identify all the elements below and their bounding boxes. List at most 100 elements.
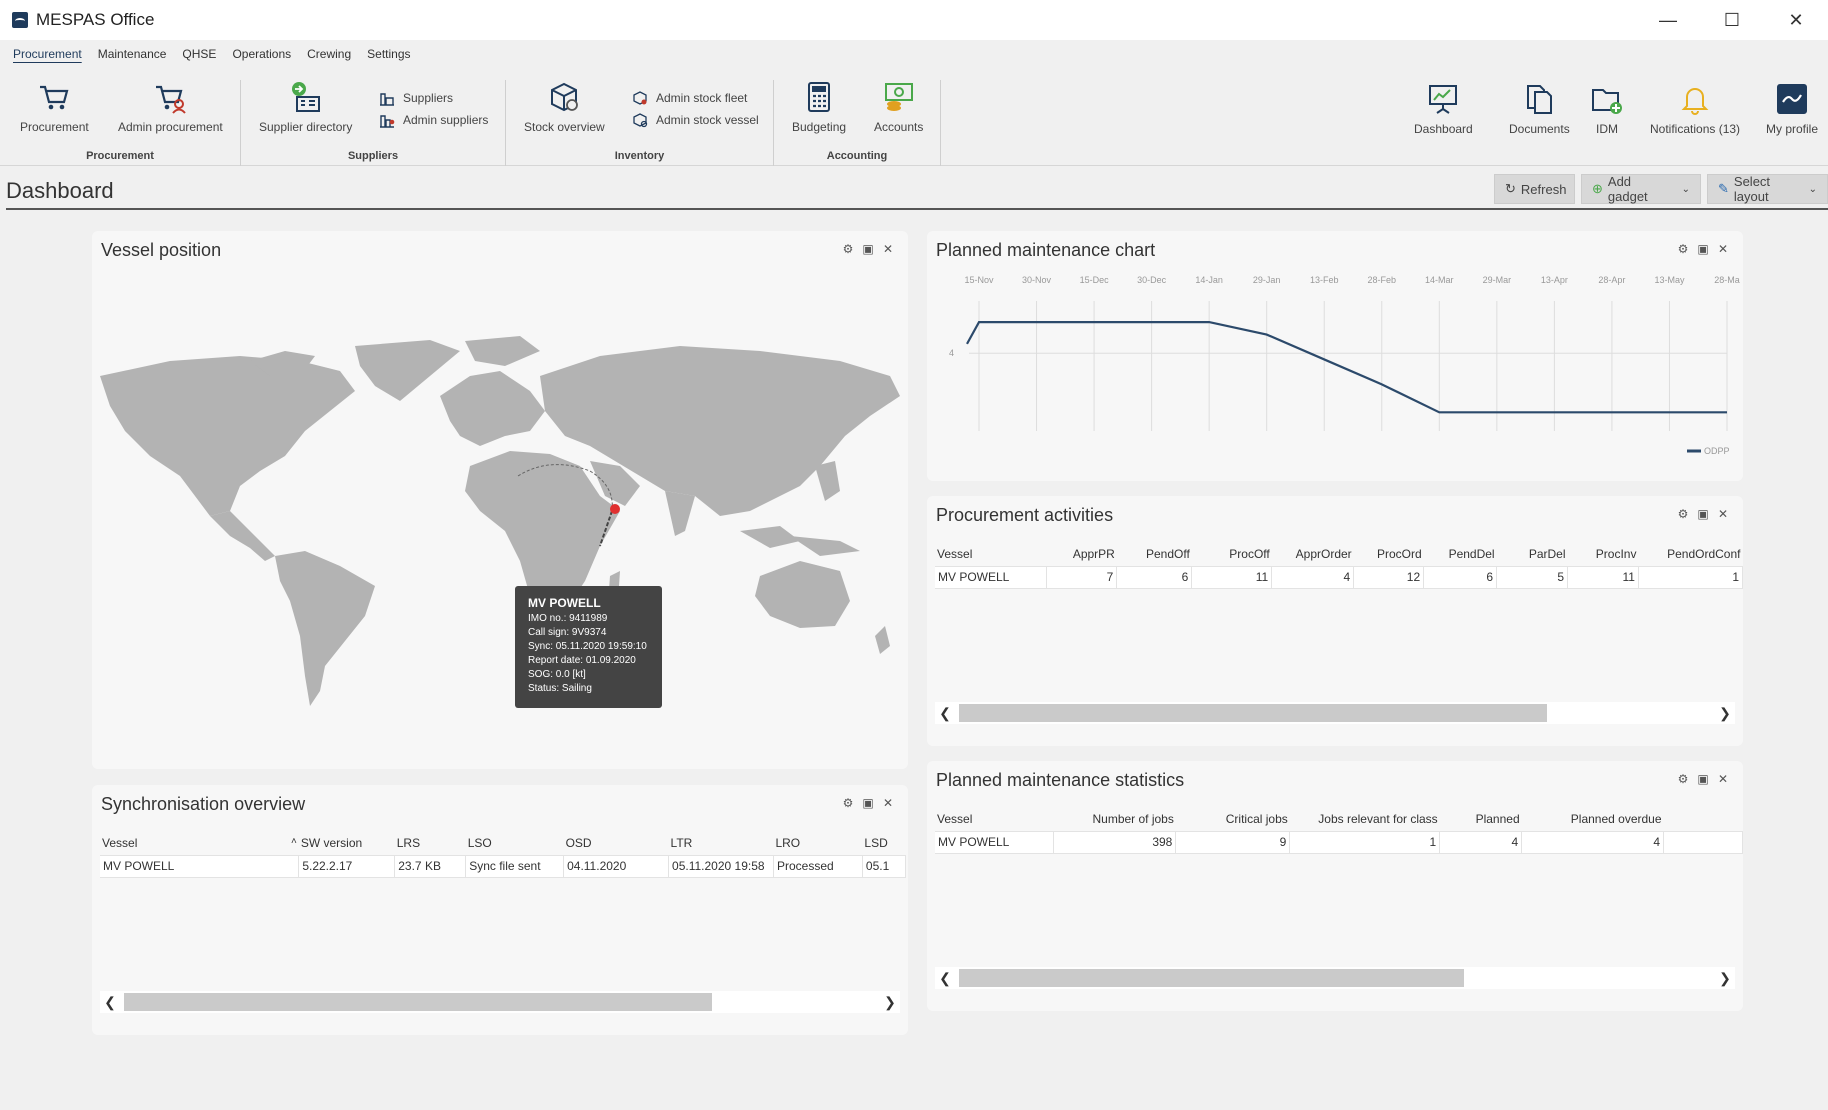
- gear-icon[interactable]: ⚙: [842, 242, 854, 256]
- close-icon[interactable]: ✕: [882, 242, 894, 256]
- procurement-table: Vessel ApprPR PendOff ProcOff ApprOrder …: [935, 542, 1744, 589]
- budgeting-button[interactable]: Budgeting: [792, 80, 846, 134]
- admin-procurement-button[interactable]: Admin procurement: [118, 80, 223, 134]
- admin-stock-fleet-button[interactable]: Admin stock fleet: [632, 90, 747, 106]
- title-bar: MESPAS Office — ☐ ✕: [0, 0, 1828, 40]
- admin-stock-vessel-button[interactable]: Admin stock vessel: [632, 112, 759, 128]
- close-icon[interactable]: ✕: [882, 796, 894, 810]
- column-header[interactable]: Vessel ˄: [102, 835, 297, 850]
- maximize-icon[interactable]: ▣: [862, 242, 874, 256]
- procurement-activities-gadget: Procurement activities ⚙ ▣ ✕ Vessel Appr…: [927, 496, 1744, 746]
- column-header[interactable]: Planned overdue: [1570, 811, 1662, 826]
- table-row[interactable]: MV POWELL 7 6 11 4 12 6 5 11 1: [935, 565, 1744, 589]
- refresh-button[interactable]: ↻ Refresh: [1494, 174, 1575, 204]
- tab-settings[interactable]: Settings: [367, 47, 411, 61]
- column-header[interactable]: ProcOff: [1229, 546, 1270, 561]
- column-header[interactable]: ParDel: [1528, 546, 1566, 561]
- scroll-left-icon[interactable]: ❮: [939, 704, 951, 721]
- column-header[interactable]: LTR: [670, 835, 693, 850]
- column-header[interactable]: ProcInv: [1595, 546, 1637, 561]
- minimize-button[interactable]: —: [1659, 9, 1677, 30]
- x-tick-label: 13-Apr: [1541, 275, 1568, 285]
- dashboard-button[interactable]: Dashboard: [1414, 82, 1473, 136]
- gear-icon[interactable]: ⚙: [1677, 242, 1689, 256]
- close-icon[interactable]: ✕: [1717, 242, 1729, 256]
- maximize-icon[interactable]: ▣: [1697, 772, 1709, 786]
- horizontal-scrollbar[interactable]: ❮ ❯: [935, 967, 1735, 989]
- tab-operations[interactable]: Operations: [232, 47, 292, 61]
- documents-button[interactable]: Documents: [1509, 82, 1570, 136]
- column-header[interactable]: LRO: [775, 835, 801, 850]
- close-icon[interactable]: ✕: [1717, 507, 1729, 521]
- scroll-right-icon[interactable]: ❯: [1719, 969, 1731, 986]
- close-window-button[interactable]: ✕: [1788, 9, 1804, 30]
- maximize-icon[interactable]: ▣: [862, 796, 874, 810]
- scroll-thumb[interactable]: [124, 993, 712, 1011]
- select-layout-button[interactable]: ✎ Select layout ⌄: [1707, 174, 1828, 204]
- table-row[interactable]: MV POWELL 398 9 1 4 4: [935, 830, 1743, 854]
- world-map[interactable]: [100, 336, 900, 716]
- scroll-left-icon[interactable]: ❮: [939, 969, 951, 986]
- scroll-right-icon[interactable]: ❯: [884, 993, 896, 1010]
- column-header[interactable]: LSD: [864, 835, 888, 850]
- column-header[interactable]: SW version: [300, 835, 363, 850]
- sync-overview-gadget: Synchronisation overview ⚙ ▣ ✕ Vessel ˄ S…: [92, 785, 908, 1035]
- my-profile-button[interactable]: My profile: [1766, 82, 1818, 136]
- ribbon: Procurement Admin procurement Procuremen…: [0, 68, 1828, 166]
- procurement-button[interactable]: Procurement: [20, 80, 89, 134]
- gear-icon[interactable]: ⚙: [1677, 507, 1689, 521]
- scroll-right-icon[interactable]: ❯: [1719, 704, 1731, 721]
- column-header[interactable]: ProcOrd: [1376, 546, 1422, 561]
- ribbon-group-procurement: Procurement Admin procurement Procuremen…: [0, 80, 241, 166]
- column-header[interactable]: PendOff: [1145, 546, 1190, 561]
- tab-crewing[interactable]: Crewing: [307, 47, 352, 61]
- table-row[interactable]: MV POWELL 5.22.2.17 23.7 KB Sync file se…: [100, 854, 907, 878]
- accounts-button[interactable]: Accounts: [874, 80, 923, 134]
- horizontal-scrollbar[interactable]: ❮ ❯: [100, 991, 900, 1013]
- scroll-thumb[interactable]: [959, 969, 1464, 987]
- title-divider: [6, 208, 1828, 210]
- column-header[interactable]: PendOrdConf: [1667, 546, 1741, 561]
- ribbon-group-inventory: Stock overview Admin stock fleet Admin s…: [506, 80, 774, 166]
- column-header[interactable]: LRS: [396, 835, 421, 850]
- idm-button[interactable]: IDM: [1590, 82, 1624, 136]
- column-header[interactable]: Planned: [1475, 811, 1520, 826]
- scroll-thumb[interactable]: [959, 704, 1547, 722]
- column-header[interactable]: Jobs relevant for class: [1318, 811, 1438, 826]
- close-icon[interactable]: ✕: [1717, 772, 1729, 786]
- column-header[interactable]: ApprOrder: [1295, 546, 1352, 561]
- add-gadget-button[interactable]: ⊕ Add gadget ⌄: [1581, 174, 1701, 204]
- column-header[interactable]: Vessel: [937, 546, 973, 561]
- column-header[interactable]: Critical jobs: [1225, 811, 1288, 826]
- x-tick-label: 29-Mar: [1483, 275, 1512, 285]
- maximize-icon[interactable]: ▣: [1697, 242, 1709, 256]
- notifications-button[interactable]: Notifications (13): [1650, 82, 1740, 136]
- column-header[interactable]: PendDel: [1448, 546, 1495, 561]
- x-tick-label: 28-Feb: [1368, 275, 1397, 285]
- pm-statistics-table: Vessel Number of jobs Critical jobs Jobs…: [935, 807, 1743, 854]
- x-tick-label: 15-Dec: [1080, 275, 1110, 285]
- scroll-left-icon[interactable]: ❮: [104, 993, 116, 1010]
- column-header[interactable]: LSO: [467, 835, 492, 850]
- x-tick-label: 15-Nov: [964, 275, 994, 285]
- maximize-icon[interactable]: ▣: [1697, 507, 1709, 521]
- chevron-down-icon: ⌄: [1681, 183, 1690, 195]
- gear-icon[interactable]: ⚙: [1677, 772, 1689, 786]
- tab-procurement[interactable]: Procurement: [13, 47, 82, 61]
- column-header[interactable]: ApprPR: [1072, 546, 1115, 561]
- column-header[interactable]: Number of jobs: [1092, 811, 1174, 826]
- supplier-directory-button[interactable]: Supplier directory: [259, 80, 352, 134]
- maximize-button[interactable]: ☐: [1723, 9, 1741, 30]
- column-header[interactable]: OSD: [565, 835, 592, 850]
- tab-maintenance[interactable]: Maintenance: [97, 47, 167, 61]
- admin-suppliers-button[interactable]: Admin suppliers: [379, 112, 488, 128]
- gadget-title: Planned maintenance statistics: [936, 770, 1185, 790]
- pm-line-chart[interactable]: 15-Nov 30-Nov 15-Dec 30-Dec 14-Jan 29-Jan 13-F…: [927, 271, 1743, 471]
- suppliers-button[interactable]: Suppliers: [379, 90, 453, 106]
- gear-icon[interactable]: ⚙: [842, 796, 854, 810]
- tab-qhse[interactable]: QHSE: [182, 47, 217, 61]
- sync-table: Vessel ˄ SW version LRS LSO OSD LTR LRO L…: [100, 831, 907, 878]
- stock-overview-button[interactable]: Stock overview: [524, 80, 605, 134]
- column-header[interactable]: Vessel: [937, 811, 973, 826]
- horizontal-scrollbar[interactable]: ❮ ❯: [935, 702, 1735, 724]
